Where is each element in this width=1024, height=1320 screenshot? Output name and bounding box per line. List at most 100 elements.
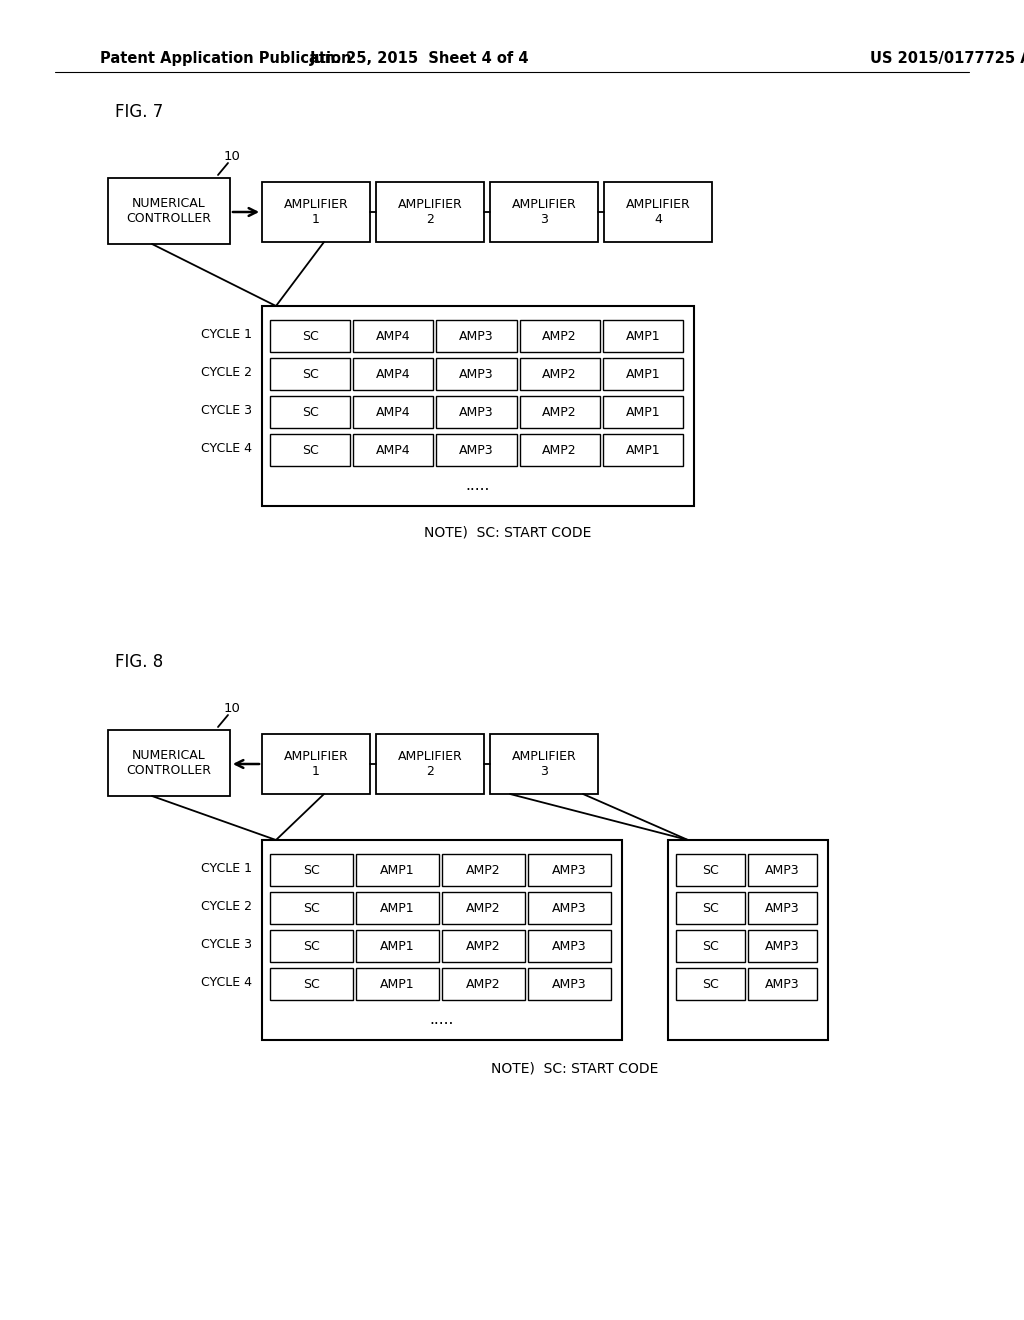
Text: CYCLE 3: CYCLE 3 xyxy=(201,404,252,417)
Bar xyxy=(356,892,439,924)
Text: AMP3: AMP3 xyxy=(459,367,494,380)
Text: AMP2: AMP2 xyxy=(466,940,501,953)
Bar xyxy=(676,931,745,962)
Bar xyxy=(676,968,745,1001)
Text: AMPLIFIER
2: AMPLIFIER 2 xyxy=(397,198,463,226)
Bar xyxy=(603,319,683,352)
Bar xyxy=(442,892,525,924)
Text: NOTE)  SC: START CODE: NOTE) SC: START CODE xyxy=(424,525,592,539)
Text: SC: SC xyxy=(303,940,319,953)
Bar xyxy=(353,434,433,466)
Text: CYCLE 3: CYCLE 3 xyxy=(201,939,252,952)
Text: AMPLIFIER
3: AMPLIFIER 3 xyxy=(512,750,577,777)
Text: SC: SC xyxy=(702,863,719,876)
Text: AMP1: AMP1 xyxy=(380,940,415,953)
Text: SC: SC xyxy=(303,902,319,915)
Text: AMPLIFIER
1: AMPLIFIER 1 xyxy=(284,198,348,226)
Text: AMP4: AMP4 xyxy=(376,330,411,342)
Text: AMP1: AMP1 xyxy=(626,444,660,457)
Text: SC: SC xyxy=(302,330,318,342)
Text: AMP3: AMP3 xyxy=(765,863,800,876)
Text: AMP2: AMP2 xyxy=(543,330,577,342)
Bar xyxy=(436,396,516,428)
Bar xyxy=(270,434,350,466)
Bar xyxy=(528,968,611,1001)
Text: AMP3: AMP3 xyxy=(765,940,800,953)
Text: AMP1: AMP1 xyxy=(380,902,415,915)
Bar xyxy=(676,892,745,924)
Bar xyxy=(528,892,611,924)
Bar xyxy=(262,306,694,506)
Text: AMP4: AMP4 xyxy=(376,367,411,380)
Text: AMP3: AMP3 xyxy=(459,330,494,342)
Text: .....: ..... xyxy=(430,1012,455,1027)
Text: 10: 10 xyxy=(223,701,241,714)
Bar xyxy=(270,358,350,389)
Bar xyxy=(270,854,353,886)
Text: 10: 10 xyxy=(223,149,241,162)
Bar xyxy=(270,396,350,428)
Text: AMPLIFIER
2: AMPLIFIER 2 xyxy=(397,750,463,777)
Text: .....: ..... xyxy=(466,479,490,494)
Bar xyxy=(603,358,683,389)
Bar xyxy=(356,968,439,1001)
Bar xyxy=(490,182,598,242)
Text: AMPLIFIER
3: AMPLIFIER 3 xyxy=(512,198,577,226)
Text: AMP3: AMP3 xyxy=(459,444,494,457)
Text: SC: SC xyxy=(302,444,318,457)
Text: FIG. 7: FIG. 7 xyxy=(115,103,163,121)
Bar xyxy=(353,319,433,352)
Bar xyxy=(270,968,353,1001)
Text: CYCLE 1: CYCLE 1 xyxy=(201,862,252,875)
Text: AMP1: AMP1 xyxy=(626,405,660,418)
Text: AMP2: AMP2 xyxy=(543,405,577,418)
Text: AMPLIFIER
1: AMPLIFIER 1 xyxy=(284,750,348,777)
Text: NUMERICAL
CONTROLLER: NUMERICAL CONTROLLER xyxy=(127,748,212,777)
Bar xyxy=(353,396,433,428)
Bar xyxy=(442,968,525,1001)
Text: NOTE)  SC: START CODE: NOTE) SC: START CODE xyxy=(492,1061,658,1074)
Bar xyxy=(436,434,516,466)
Text: AMP3: AMP3 xyxy=(765,978,800,990)
Text: AMP3: AMP3 xyxy=(552,978,587,990)
Bar xyxy=(356,931,439,962)
Text: AMP2: AMP2 xyxy=(543,367,577,380)
Text: AMP2: AMP2 xyxy=(543,444,577,457)
Text: SC: SC xyxy=(702,902,719,915)
Bar xyxy=(519,434,600,466)
Text: SC: SC xyxy=(702,978,719,990)
Text: CYCLE 2: CYCLE 2 xyxy=(201,900,252,913)
Bar xyxy=(262,734,370,795)
Text: AMP1: AMP1 xyxy=(380,863,415,876)
Text: SC: SC xyxy=(302,405,318,418)
Text: AMP3: AMP3 xyxy=(765,902,800,915)
Text: AMP3: AMP3 xyxy=(459,405,494,418)
Bar xyxy=(442,931,525,962)
Text: AMP3: AMP3 xyxy=(552,902,587,915)
Bar xyxy=(519,396,600,428)
Bar xyxy=(436,319,516,352)
Text: FIG. 8: FIG. 8 xyxy=(115,653,163,671)
Bar xyxy=(270,319,350,352)
Bar xyxy=(519,319,600,352)
Text: NUMERICAL
CONTROLLER: NUMERICAL CONTROLLER xyxy=(127,197,212,224)
Bar xyxy=(668,840,828,1040)
Text: US 2015/0177725 A1: US 2015/0177725 A1 xyxy=(870,50,1024,66)
Text: AMP1: AMP1 xyxy=(626,330,660,342)
Text: AMP4: AMP4 xyxy=(376,444,411,457)
Bar xyxy=(376,734,484,795)
Bar xyxy=(376,182,484,242)
Text: CYCLE 1: CYCLE 1 xyxy=(201,329,252,342)
Bar xyxy=(353,358,433,389)
Bar xyxy=(603,434,683,466)
Text: AMP2: AMP2 xyxy=(466,902,501,915)
Bar xyxy=(490,734,598,795)
Bar xyxy=(528,854,611,886)
Text: CYCLE 4: CYCLE 4 xyxy=(201,977,252,990)
Text: AMPLIFIER
4: AMPLIFIER 4 xyxy=(626,198,690,226)
Bar xyxy=(748,854,817,886)
Bar xyxy=(436,358,516,389)
Text: AMP2: AMP2 xyxy=(466,978,501,990)
Text: Patent Application Publication: Patent Application Publication xyxy=(100,50,351,66)
Bar xyxy=(108,178,230,244)
